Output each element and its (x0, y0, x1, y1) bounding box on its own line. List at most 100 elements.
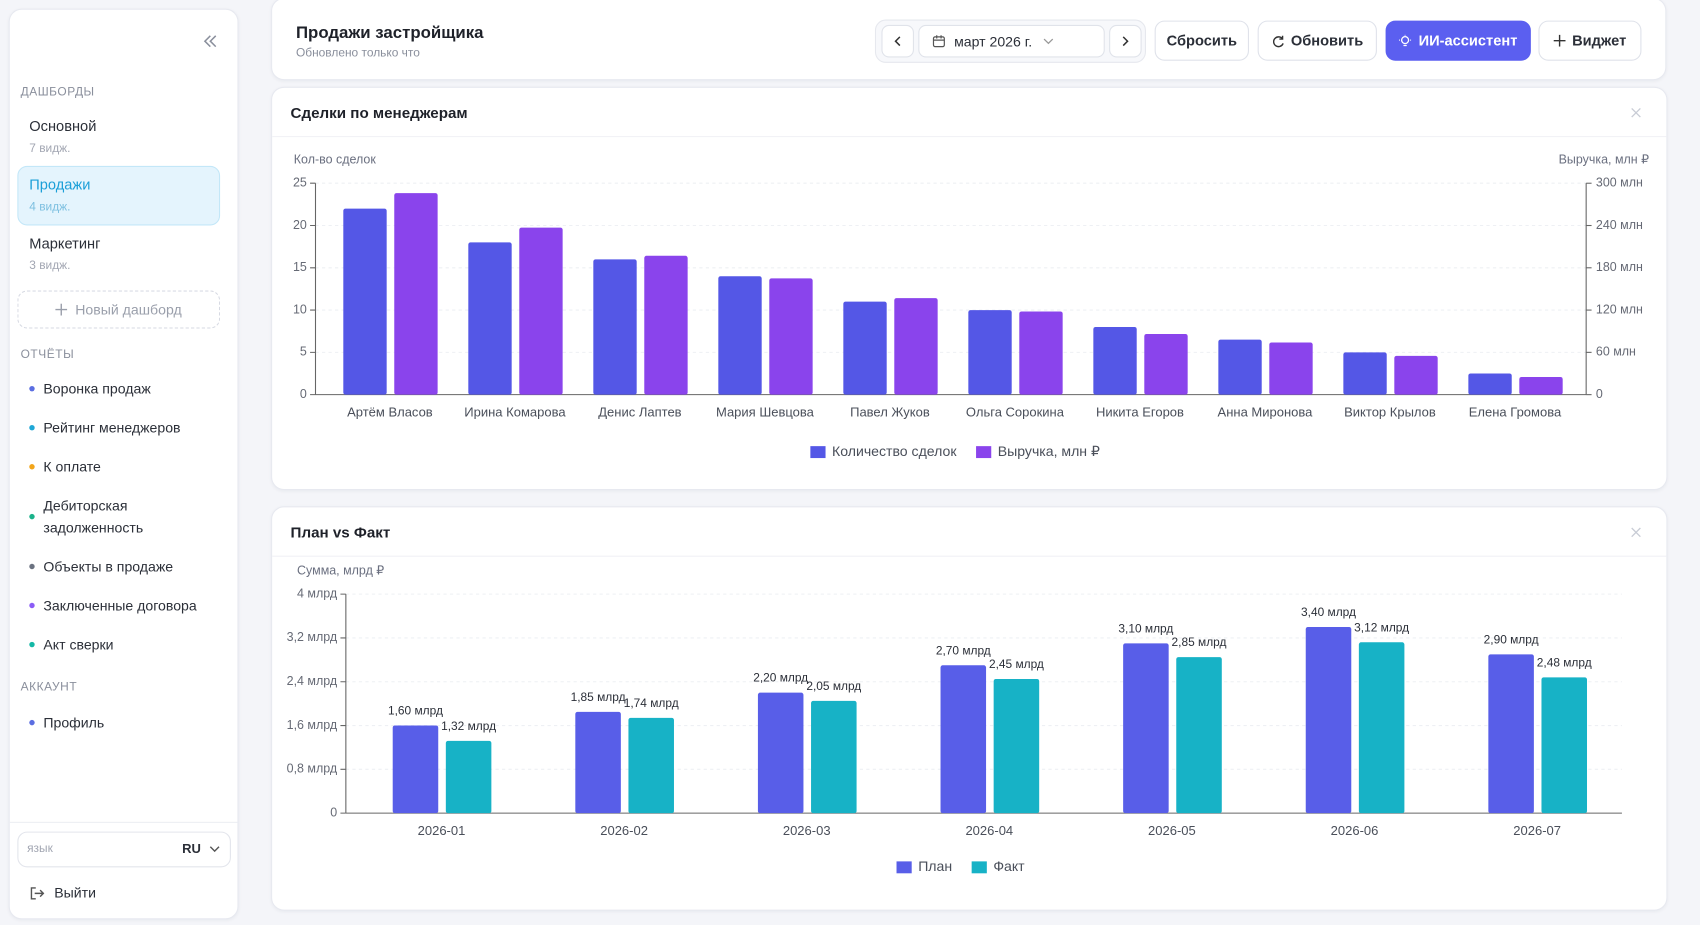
dashboard-item[interactable]: Продажи (29, 176, 91, 193)
bar (593, 259, 637, 395)
y-tick-label: 0 (300, 387, 307, 401)
bar (843, 301, 887, 395)
language-value: RU (182, 841, 201, 857)
x-tick-label: 2026-06 (1331, 823, 1379, 838)
bar (1519, 377, 1563, 395)
divider (9, 821, 238, 823)
bar (811, 700, 857, 814)
x-tick-label: 2026-03 (783, 823, 831, 838)
x-tick-label: Ирина Комарова (464, 405, 566, 420)
legend-swatch (976, 446, 992, 459)
collapse-icon[interactable] (203, 34, 218, 49)
chart-title: Сделки по менеджерам (291, 105, 468, 122)
report-item[interactable]: Объекты в продаже (43, 558, 174, 575)
new-dashboard-button[interactable]: Новый дашборд (17, 290, 221, 329)
bar (993, 678, 1040, 814)
bullet (29, 424, 35, 431)
add-widget-button[interactable]: Виджет (1538, 20, 1642, 61)
bar (1269, 342, 1313, 395)
button-label: Новый дашборд (75, 301, 182, 318)
value-label: 1,74 млрд (624, 696, 679, 710)
value-label: 3,40 млрд (1301, 605, 1356, 619)
dashboard-item[interactable]: Основной (29, 118, 97, 135)
x-tick-label: Никита Егоров (1096, 405, 1184, 420)
chart-title: План vs Факт (291, 524, 391, 541)
x-tick-label: 2026-02 (600, 823, 648, 838)
value-label: 3,12 млрд (1354, 620, 1409, 634)
dashboard-item[interactable]: Маркетинг (29, 235, 101, 252)
ai-assistant-button[interactable]: ИИ-ассистент (1385, 20, 1531, 61)
report-item[interactable]: Воронка продаж (43, 380, 151, 397)
chart: Сделки по менеджерам Кол-во сделок Выруч… (272, 105, 1667, 459)
report-item[interactable]: К оплате (43, 458, 101, 475)
close-icon[interactable] (1631, 107, 1641, 118)
legend-label: Выручка, млн ₽ (998, 443, 1100, 459)
next-button[interactable] (1109, 24, 1142, 58)
value-label: 2,48 млрд (1537, 655, 1592, 669)
y-tick-label: 2,4 млрд (287, 674, 338, 688)
bullet (29, 641, 35, 648)
language-select[interactable]: язык RU (17, 831, 231, 868)
logout-icon (30, 887, 45, 900)
chevron-left (894, 36, 901, 47)
bar (445, 740, 492, 814)
bulb-icon (1399, 34, 1412, 46)
logout[interactable]: Выйти (54, 884, 96, 901)
account-item[interactable]: Профиль (43, 714, 105, 731)
bar (718, 276, 762, 395)
period-select[interactable]: март 2026 г. (918, 24, 1105, 58)
report-item[interactable]: Дебиторская задолженность (43, 497, 144, 536)
y-tick-label: 1,6 млрд (287, 718, 338, 732)
x-tick-label: Павел Жуков (850, 405, 930, 420)
bar (1305, 626, 1352, 814)
refresh-button[interactable]: Обновить (1257, 20, 1377, 61)
y2-tick-label: 240 млн (1596, 218, 1643, 232)
x-tick-label: Виктор Крылов (1344, 405, 1436, 420)
chart-card: Сделки по менеджерам Кол-во сделок Выруч… (271, 86, 1668, 491)
bar (392, 725, 439, 814)
chevron-right (1122, 36, 1129, 47)
prev-button[interactable] (881, 24, 914, 58)
sidebar: ДАШБОРДЫ Основной 7 видж. Продажи 4 видж… (8, 8, 239, 920)
calendar-icon (932, 35, 945, 48)
dashboard-count: 7 видж. (29, 142, 71, 156)
section-title: ОТЧЁТЫ (20, 348, 75, 362)
y-tick-label: 4 млрд (297, 586, 338, 600)
y2-tick-label: 300 млн (1596, 176, 1643, 190)
y-tick-label: 0 (330, 805, 337, 819)
x-tick-label: 2026-05 (1148, 823, 1196, 838)
value-label: 1,32 млрд (441, 719, 496, 733)
report-item[interactable]: Рейтинг менеджеров (43, 419, 181, 436)
active-item-bg[interactable] (17, 165, 221, 226)
bar (1176, 657, 1222, 814)
report-item[interactable]: Заключенные договора (43, 597, 197, 614)
legend-label: План (918, 858, 952, 874)
bar (644, 255, 688, 395)
y2-tick-label: 180 млн (1596, 260, 1643, 274)
y2-axis-label: Выручка, млн ₽ (1559, 153, 1649, 167)
reset-button[interactable]: Сбросить (1154, 20, 1249, 61)
button-label: Виджет (1572, 32, 1627, 49)
report-item[interactable]: Акт сверки (43, 636, 114, 653)
y2-tick-label: 0 (1596, 387, 1603, 401)
bar (968, 310, 1012, 395)
period-value: март 2026 г. (954, 33, 1033, 50)
bar (1093, 326, 1137, 395)
close-icon[interactable] (1631, 527, 1641, 538)
legend-swatch (971, 861, 987, 874)
x-tick-label: 2026-07 (1513, 823, 1561, 838)
bar (519, 227, 563, 395)
bar (757, 692, 804, 814)
value-label: 2,85 млрд (1172, 635, 1227, 649)
language-label: язык (27, 842, 53, 856)
bar (769, 278, 813, 395)
chevron-down (1043, 38, 1054, 45)
legend-label: Факт (993, 858, 1025, 874)
bar (1541, 677, 1588, 814)
plus-icon (55, 303, 68, 316)
bullet (29, 513, 35, 520)
y2-tick-label: 120 млн (1596, 302, 1643, 316)
y-tick-label: 0,8 млрд (287, 762, 338, 776)
value-label: 1,85 млрд (571, 690, 626, 704)
